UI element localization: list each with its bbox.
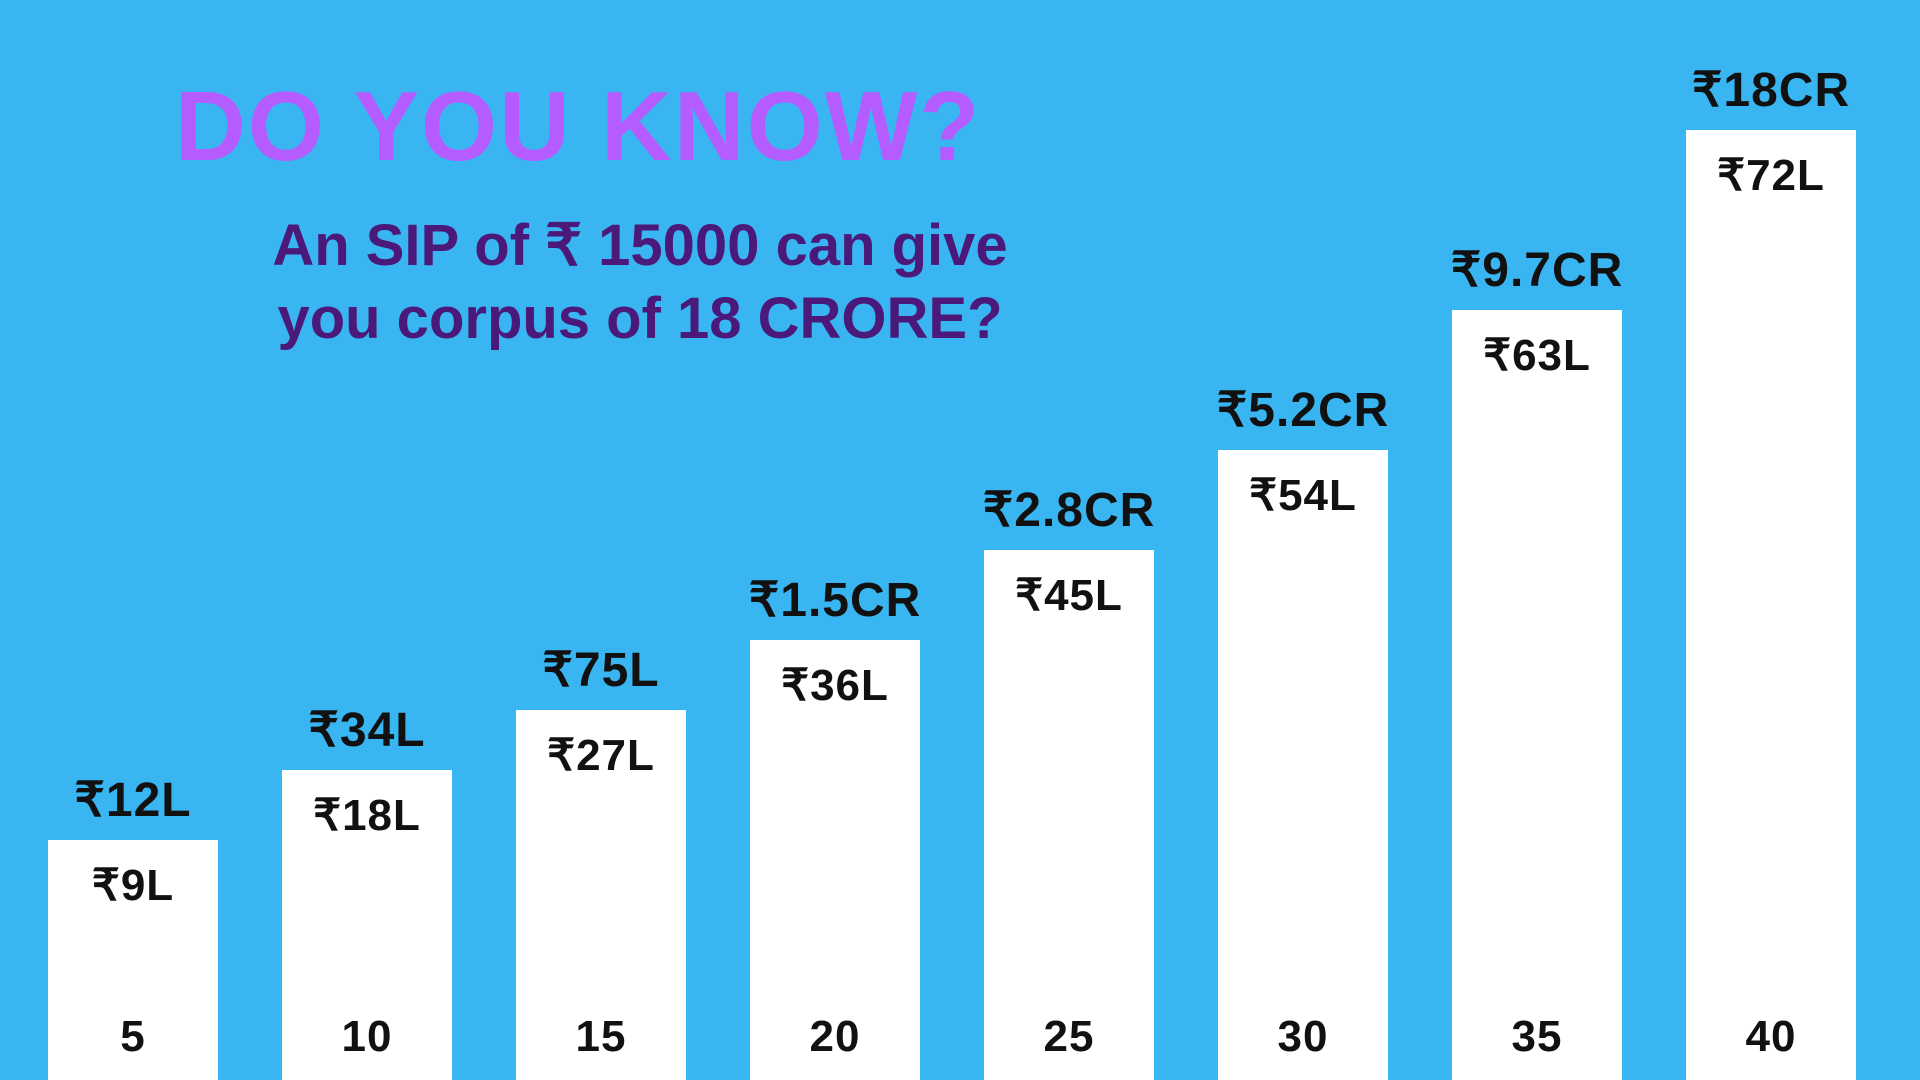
bar: ₹72L 40 [1686, 130, 1856, 1080]
bar-x-label: 25 [1044, 1012, 1095, 1080]
bar-x-label: 5 [120, 1012, 145, 1080]
infographic-canvas: DO YOU KNOW? An SIP of ₹ 15000 can give … [0, 0, 1920, 1080]
bar-top-label: ₹2.8CR [939, 482, 1199, 538]
bar-inside-label: ₹72L [1717, 150, 1825, 201]
bar-top-label: ₹1.5CR [705, 572, 965, 628]
bar-inside-label: ₹9L [92, 860, 174, 911]
bar-inside-label: ₹54L [1249, 470, 1357, 521]
bar: ₹36L 20 [750, 640, 920, 1080]
bar-group: ₹2.8CR₹45L25 [984, 550, 1154, 1080]
bar-top-label: ₹9.7CR [1407, 242, 1667, 298]
bar-x-label: 10 [342, 1012, 393, 1080]
bar-x-label: 30 [1278, 1012, 1329, 1080]
bar-group: ₹18CR₹72L40 [1686, 130, 1856, 1080]
bar-x-label: 35 [1512, 1012, 1563, 1080]
bar-x-label: 15 [576, 1012, 627, 1080]
bar: ₹27L 15 [516, 710, 686, 1080]
bar-top-label: ₹18CR [1641, 62, 1901, 118]
bar: ₹9L 5 [48, 840, 218, 1080]
bar-top-label: ₹12L [3, 772, 263, 828]
bar-group: ₹5.2CR₹54L30 [1218, 450, 1388, 1080]
bar-x-label: 20 [810, 1012, 861, 1080]
bar-group: ₹34L₹18L10 [282, 770, 452, 1080]
bar: ₹45L 25 [984, 550, 1154, 1080]
bar-inside-label: ₹36L [781, 660, 889, 711]
bar-group: ₹75L₹27L15 [516, 710, 686, 1080]
bar-group: ₹9.7CR₹63L35 [1452, 310, 1622, 1080]
subtitle: An SIP of ₹ 15000 can give you corpus of… [270, 210, 1010, 355]
bar: ₹54L 30 [1218, 450, 1388, 1080]
bar: ₹63L 35 [1452, 310, 1622, 1080]
bar-top-label: ₹34L [237, 702, 497, 758]
bar-top-label: ₹5.2CR [1173, 382, 1433, 438]
bar-inside-label: ₹27L [547, 730, 655, 781]
bar-group: ₹12L₹9L5 [48, 840, 218, 1080]
bar-inside-label: ₹18L [313, 790, 421, 841]
bar-top-label: ₹75L [471, 642, 731, 698]
headline-title: DO YOU KNOW? [175, 70, 981, 183]
bar-group: ₹1.5CR₹36L20 [750, 640, 920, 1080]
bar-inside-label: ₹63L [1483, 330, 1591, 381]
bar-x-label: 40 [1746, 1012, 1797, 1080]
bar: ₹18L 10 [282, 770, 452, 1080]
bar-inside-label: ₹45L [1015, 570, 1123, 621]
